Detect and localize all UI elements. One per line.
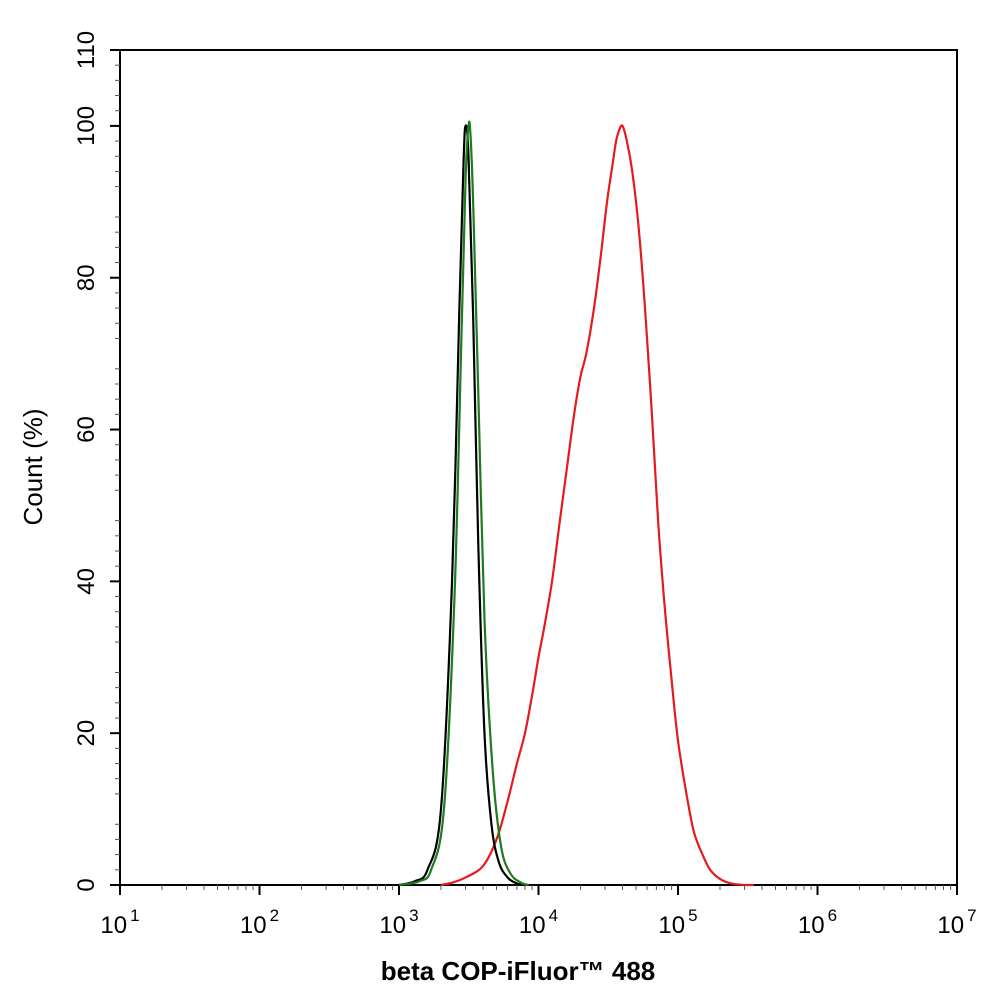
y-tick-label: 60 xyxy=(73,416,100,443)
x-tick-label: 10 2 xyxy=(240,906,279,939)
y-minor-ticks xyxy=(115,64,120,871)
y-tick-label: 20 xyxy=(73,720,100,747)
y-axis-label: Count (%) xyxy=(18,408,48,525)
x-tick-label: 10 6 xyxy=(798,906,837,939)
plot-frame xyxy=(119,49,958,886)
series-line-0 xyxy=(398,124,526,887)
x-tick-label: 10 7 xyxy=(937,906,976,939)
y-tick-label: 110 xyxy=(73,31,100,69)
y-tick-label: 0 xyxy=(73,878,100,891)
x-major-ticks: 10 1 10 2 10 3 10 4 10 5 10 6 10 7 xyxy=(100,885,977,939)
x-tick-label: 10 3 xyxy=(379,906,418,939)
x-tick-label: 10 4 xyxy=(519,906,558,939)
series-line-1 xyxy=(398,120,529,887)
x-axis-label: beta COP-iFluor™ 488 xyxy=(381,956,656,986)
x-tick-label: 10 1 xyxy=(100,906,139,939)
y-major-ticks: 0 20 40 60 80 100 110 xyxy=(73,31,120,892)
series-line-2 xyxy=(440,124,754,887)
y-tick-label: 40 xyxy=(73,568,100,595)
y-tick-label: 80 xyxy=(73,264,100,291)
y-tick-label: 100 xyxy=(73,106,100,146)
x-tick-label: 10 5 xyxy=(658,906,697,939)
histogram-curves xyxy=(398,120,754,887)
